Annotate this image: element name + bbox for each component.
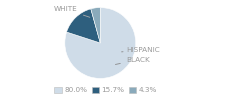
- Wedge shape: [66, 9, 100, 43]
- Legend: 80.0%, 15.7%, 4.3%: 80.0%, 15.7%, 4.3%: [52, 84, 160, 96]
- Text: BLACK: BLACK: [115, 57, 150, 64]
- Text: WHITE: WHITE: [54, 6, 90, 17]
- Text: HISPANIC: HISPANIC: [121, 47, 160, 53]
- Wedge shape: [65, 8, 136, 79]
- Wedge shape: [91, 8, 100, 43]
